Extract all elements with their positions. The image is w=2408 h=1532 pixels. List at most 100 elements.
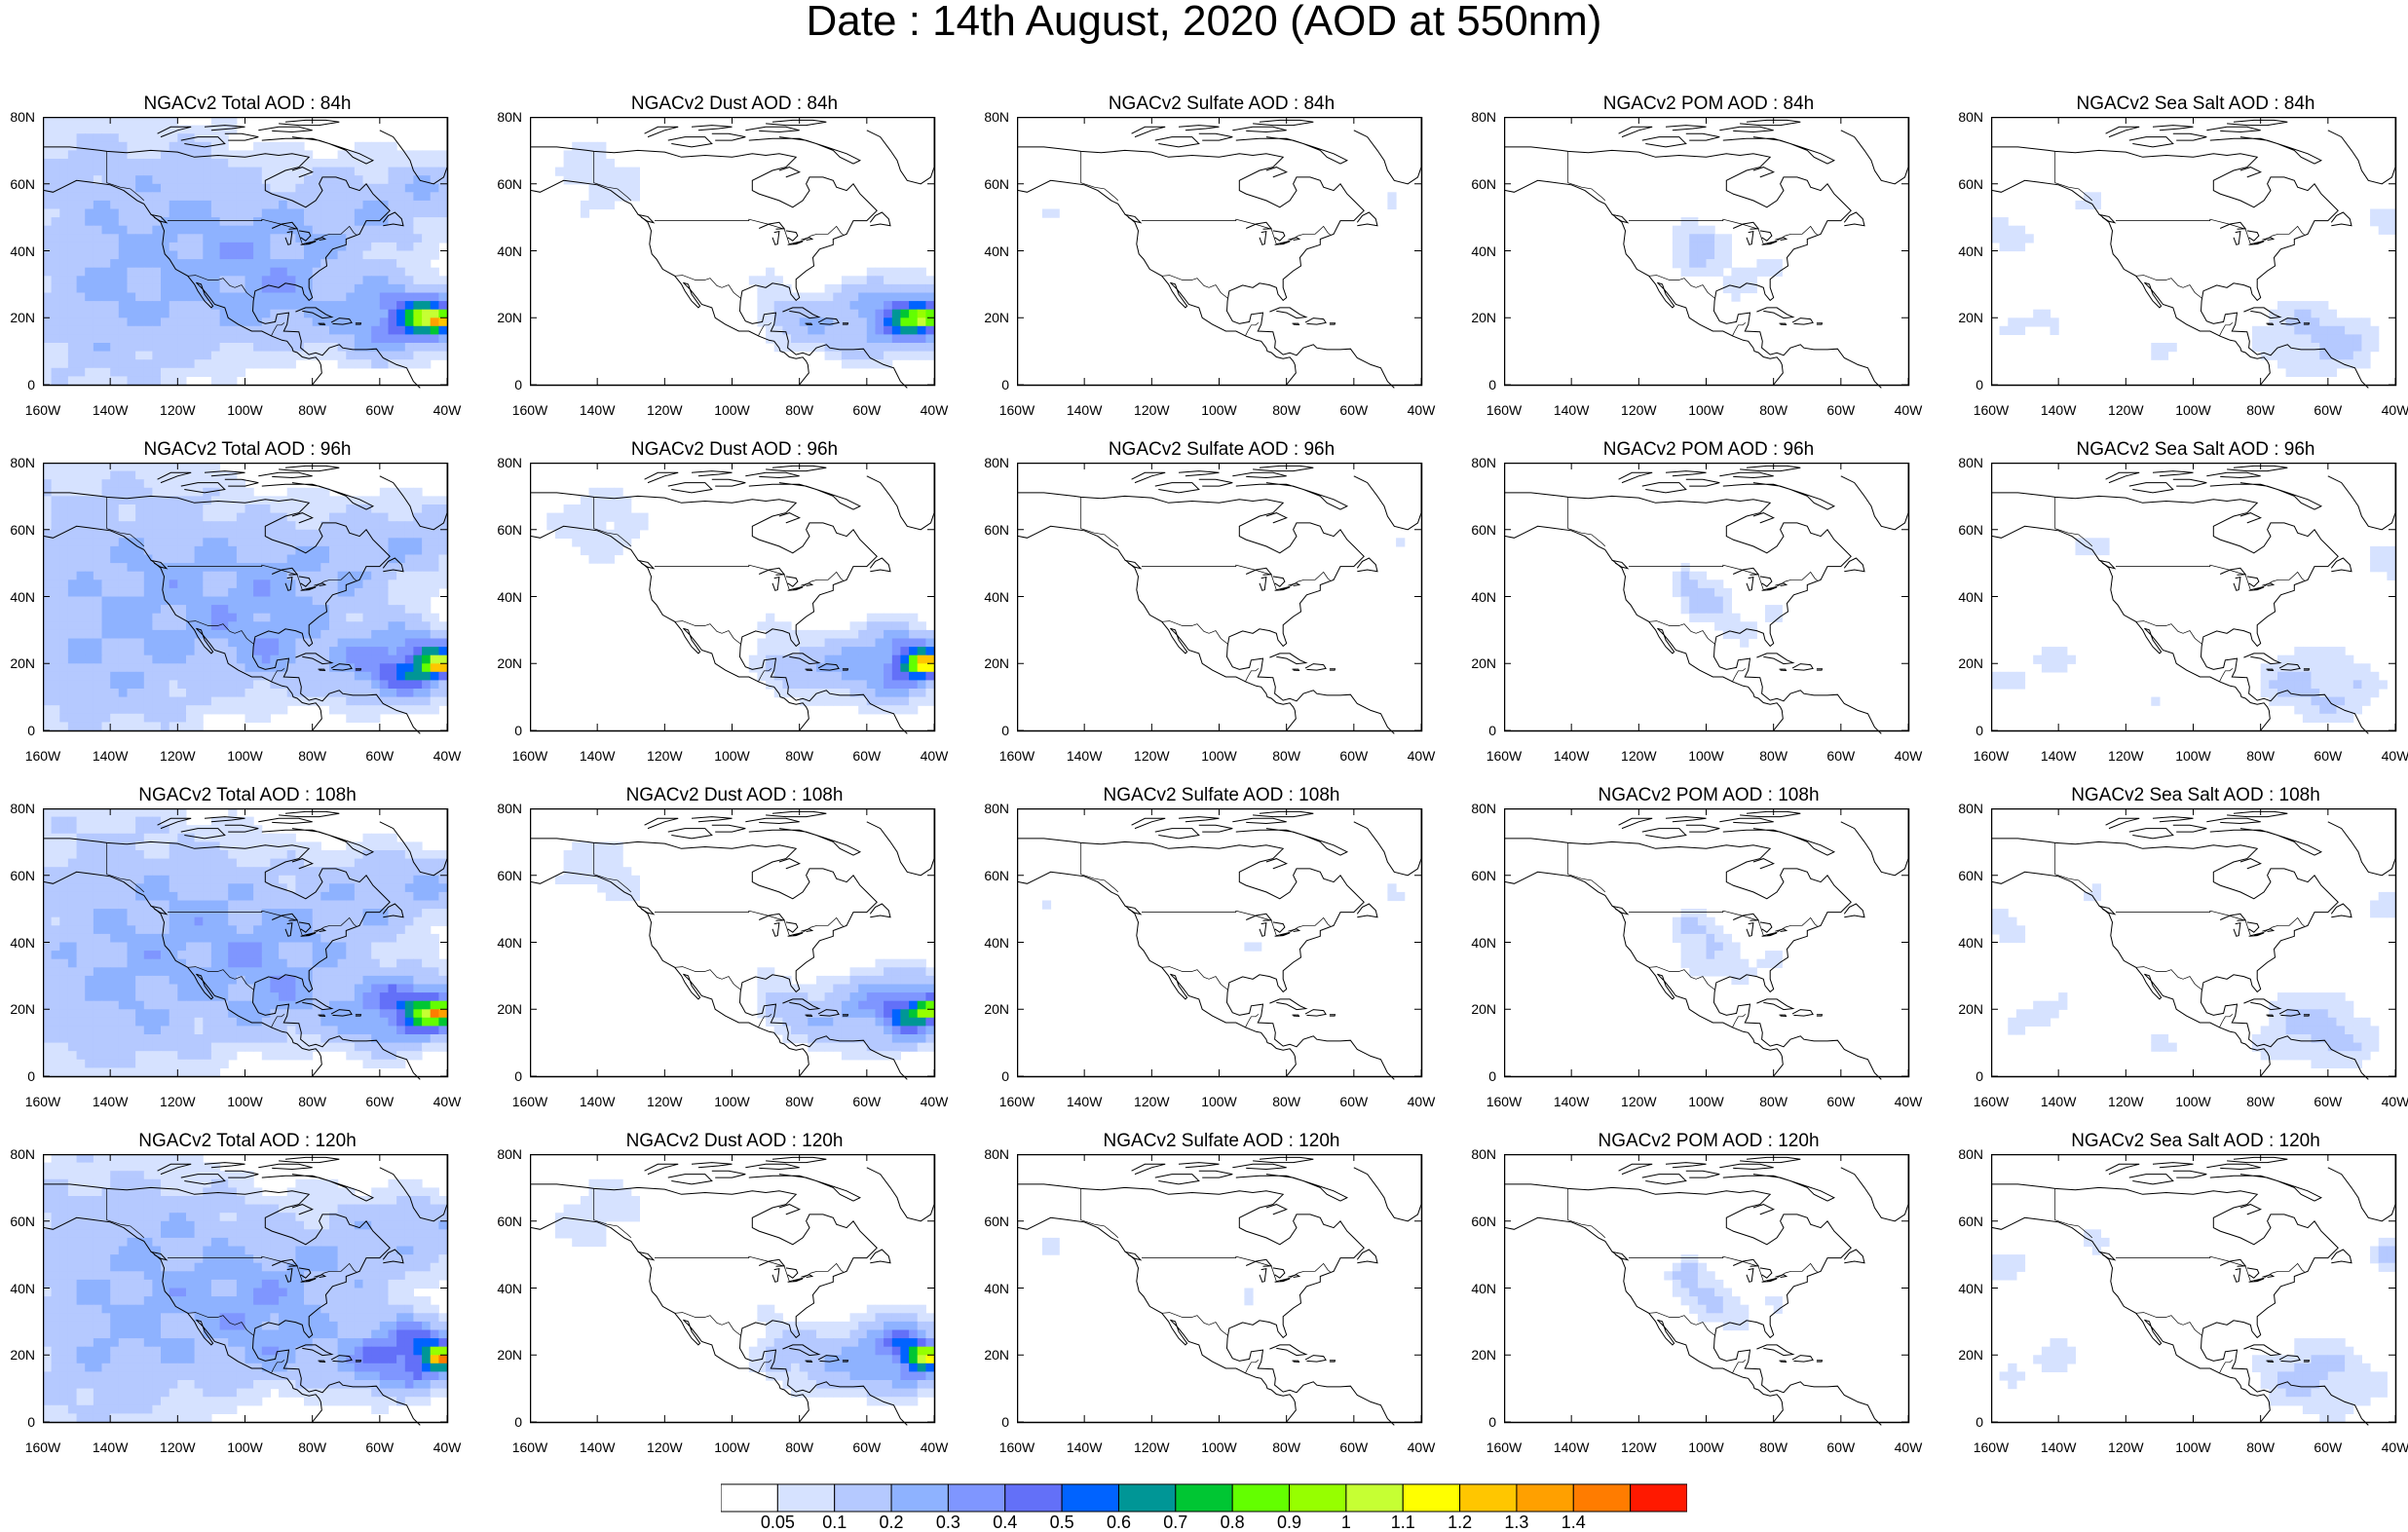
aod-field	[1673, 563, 1783, 648]
panel-title: NGACv2 Sulfate AOD : 120h	[1017, 1131, 1426, 1152]
coastlines	[1017, 463, 1421, 733]
colorbar-label: 0.2	[862, 1513, 921, 1531]
lat-tick-label: 0	[0, 378, 35, 392]
lon-tick-label: 100W	[1677, 1095, 1736, 1108]
panel-title: NGACv2 Sulfate AOD : 108h	[1017, 785, 1426, 806]
lon-tick-label: 80W	[771, 1095, 829, 1108]
lat-tick-label: 60N	[0, 523, 35, 537]
colorbar-label: 1.3	[1487, 1513, 1546, 1531]
lon-tick-label: 140W	[1542, 403, 1600, 417]
lat-tick-label: 20N	[1461, 1002, 1496, 1016]
lon-tick-label: 40W	[418, 1095, 476, 1108]
lat-tick-label: 20N	[487, 1348, 522, 1362]
lon-tick-label: 120W	[635, 1440, 694, 1454]
lon-tick-label: 40W	[1879, 403, 1938, 417]
lon-tick-label: 140W	[2029, 1095, 2088, 1108]
lon-tick-label: 80W	[1745, 1440, 1803, 1454]
map-frame	[1018, 118, 1422, 386]
lat-tick-label: 60N	[1948, 869, 1983, 882]
aod-field	[555, 1179, 935, 1406]
lon-tick-label: 140W	[81, 403, 139, 417]
lon-tick-label: 60W	[351, 1095, 409, 1108]
lat-tick-label: 0	[487, 724, 522, 737]
lon-tick-label: 60W	[1812, 1095, 1870, 1108]
panel-title: NGACv2 POM AOD : 96h	[1504, 439, 1913, 461]
lon-tick-label: 140W	[1055, 1440, 1113, 1454]
lat-tick-label: 40N	[1461, 590, 1496, 604]
map-frame	[1018, 464, 1422, 731]
lon-tick-label: 60W	[1812, 749, 1870, 763]
map-plot	[1991, 463, 2403, 738]
lat-tick-label: 80N	[1948, 110, 1983, 124]
lat-tick-label: 40N	[1948, 244, 1983, 258]
lon-tick-label: 140W	[81, 1095, 139, 1108]
lat-tick-label: 0	[1461, 1415, 1496, 1429]
lon-tick-label: 160W	[501, 1095, 559, 1108]
colorbar-swatch	[1005, 1484, 1062, 1512]
lon-tick-label: 60W	[2299, 403, 2357, 417]
aod-field	[1991, 538, 2396, 723]
lat-tick-label: 0	[0, 1069, 35, 1083]
lat-tick-label: 80N	[487, 1147, 522, 1161]
aod-field	[1991, 883, 2396, 1068]
lon-tick-label: 60W	[838, 749, 896, 763]
lon-tick-label: 120W	[148, 403, 207, 417]
lon-tick-label: 100W	[2164, 1440, 2223, 1454]
lon-tick-label: 60W	[1325, 749, 1383, 763]
colorbar-swatch	[1176, 1484, 1232, 1512]
colorbar-swatch	[1460, 1484, 1517, 1512]
lat-tick-label: 40N	[1461, 936, 1496, 950]
lat-tick-label: 40N	[487, 590, 522, 604]
lon-tick-label: 120W	[1122, 1440, 1181, 1454]
lat-tick-label: 20N	[0, 1002, 35, 1016]
lon-tick-label: 120W	[1122, 1095, 1181, 1108]
lon-tick-label: 100W	[2164, 403, 2223, 417]
colorbar-swatch	[1573, 1484, 1630, 1512]
lat-tick-label: 0	[1461, 378, 1496, 392]
lon-tick-label: 60W	[2299, 749, 2357, 763]
map-frame	[1018, 1155, 1422, 1423]
panel-title: NGACv2 Sulfate AOD : 96h	[1017, 439, 1426, 461]
lat-tick-label: 0	[1948, 378, 1983, 392]
lon-tick-label: 160W	[14, 1095, 72, 1108]
lon-tick-label: 60W	[1812, 1440, 1870, 1454]
colorbar-swatch	[1346, 1484, 1403, 1512]
colorbar-swatch	[948, 1484, 1004, 1512]
lon-tick-label: 60W	[1325, 1440, 1383, 1454]
lat-tick-label: 60N	[974, 523, 1009, 537]
lon-tick-label: 80W	[1745, 1095, 1803, 1108]
lon-tick-label: 60W	[1325, 403, 1383, 417]
lon-tick-label: 80W	[2232, 749, 2290, 763]
lon-tick-label: 60W	[351, 1440, 409, 1454]
lat-tick-label: 0	[974, 378, 1009, 392]
lat-tick-label: 40N	[1948, 936, 1983, 950]
lon-tick-label: 80W	[771, 403, 829, 417]
lon-tick-label: 120W	[635, 1095, 694, 1108]
lat-tick-label: 80N	[487, 802, 522, 815]
lon-tick-label: 120W	[1609, 1440, 1668, 1454]
lat-tick-label: 60N	[0, 177, 35, 191]
lat-tick-label: 60N	[1461, 523, 1496, 537]
map-plot	[530, 117, 942, 392]
map-plot	[1017, 463, 1429, 738]
lon-tick-label: 80W	[283, 749, 342, 763]
lon-tick-label: 60W	[1325, 1095, 1383, 1108]
lat-tick-label: 60N	[0, 869, 35, 882]
lat-tick-label: 20N	[1461, 311, 1496, 324]
lat-tick-label: 80N	[487, 110, 522, 124]
lat-tick-label: 80N	[974, 110, 1009, 124]
lon-tick-label: 100W	[703, 403, 762, 417]
lon-tick-label: 80W	[283, 403, 342, 417]
lat-tick-label: 60N	[974, 177, 1009, 191]
coastlines	[1017, 1154, 1421, 1425]
lat-tick-label: 80N	[1948, 1147, 1983, 1161]
colorbar-label: 1.4	[1544, 1513, 1602, 1531]
map-plot	[1504, 808, 1916, 1084]
lon-tick-label: 140W	[1542, 749, 1600, 763]
lon-tick-label: 100W	[1190, 1440, 1249, 1454]
lat-tick-label: 80N	[974, 1147, 1009, 1161]
